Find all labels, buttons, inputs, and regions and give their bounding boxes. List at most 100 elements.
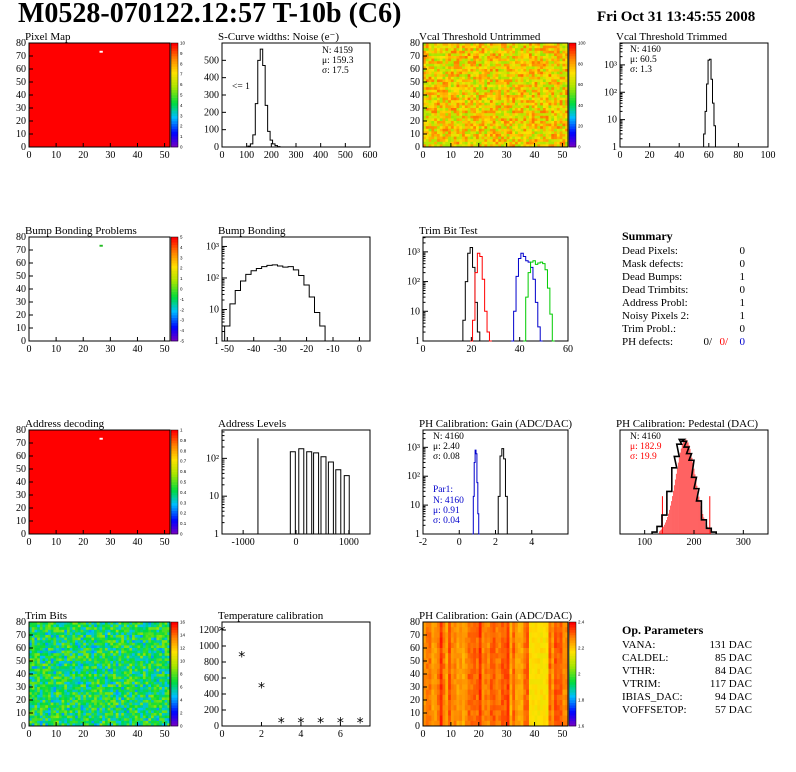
palette-cell	[171, 50, 178, 54]
heatmap-cell	[85, 645, 90, 649]
heatmap-cell	[77, 661, 81, 664]
heatmap-cell	[96, 689, 100, 693]
heatmap-cell	[126, 624, 130, 628]
heatmap-cell	[53, 700, 57, 703]
heatmap-cell	[56, 713, 60, 716]
heatmap-cell	[156, 655, 160, 659]
heatmap-cell	[551, 95, 555, 98]
heatmap-cell	[110, 710, 114, 714]
heatmap-cell	[467, 79, 471, 83]
y-tick-label: 10²	[604, 87, 617, 98]
heatmap-cell	[140, 720, 144, 724]
heatmap-cell	[50, 671, 54, 675]
heatmap-cell	[462, 102, 466, 106]
heatmap-cell	[37, 661, 41, 664]
heatmap-cell	[512, 113, 516, 117]
palette-cell	[171, 270, 178, 274]
heatmap-cell	[113, 661, 117, 664]
heatmap-cell	[464, 134, 469, 137]
heatmap-cell	[58, 637, 62, 641]
heatmap-cell	[467, 61, 471, 65]
heatmap-cell	[501, 56, 505, 59]
palette-cell	[171, 448, 178, 452]
palette-cell	[171, 131, 178, 135]
heatmap-cell	[450, 61, 455, 65]
heatmap-cell	[442, 110, 446, 114]
heatmap-cell	[528, 113, 533, 117]
x-tick-label: 200	[264, 150, 279, 161]
heatmap-cell	[53, 687, 57, 690]
heatmap-cell	[72, 658, 76, 662]
palette-frame	[170, 42, 179, 148]
heatmap-cell	[77, 707, 81, 711]
x-tick-label: 20	[78, 537, 88, 548]
heatmap-cell	[42, 661, 46, 664]
heatmap-cell	[512, 115, 516, 119]
heatmap-cell	[31, 713, 35, 716]
heatmap-cell	[450, 95, 455, 98]
palette-cell	[171, 307, 178, 311]
heatmap-cell	[145, 710, 149, 714]
heatmap-cell	[551, 136, 555, 140]
heatmap-cell	[64, 663, 68, 667]
palette-cell	[569, 76, 576, 80]
heatmap-cell	[456, 63, 460, 67]
palette-label: 2	[180, 266, 183, 271]
heatmap-cell	[470, 134, 474, 137]
heatmap-cell	[520, 97, 524, 101]
palette-cell	[171, 713, 178, 716]
heatmap-cell	[159, 700, 163, 703]
heatmap-cell	[509, 123, 513, 127]
palette-label: 0.9	[180, 438, 187, 443]
heatmap-cell	[537, 115, 541, 119]
heatmap-cell	[540, 53, 544, 57]
heatmap-cell	[423, 141, 427, 145]
heatmap-cell	[151, 632, 155, 636]
heatmap-cell	[115, 655, 119, 659]
heatmap-cell	[94, 715, 98, 719]
heatmap-cell	[512, 95, 516, 98]
palette-cell	[171, 489, 178, 493]
heatmap-cell	[77, 681, 81, 685]
heatmap-cell	[501, 71, 505, 75]
heatmap-cell	[77, 700, 81, 703]
heatmap-cell	[481, 100, 485, 104]
palette-cell	[569, 126, 576, 130]
heatmap-cell	[425, 43, 429, 46]
heatmap-cell	[126, 687, 130, 690]
heatmap-cell	[545, 95, 549, 98]
x-tick-label: 20	[645, 150, 655, 161]
heatmap-cell	[99, 648, 103, 651]
heatmap-cell	[88, 702, 92, 706]
heatmap-cell	[66, 681, 71, 685]
heatmap-cell	[431, 87, 435, 91]
heatmap-cell	[478, 105, 482, 109]
heatmap-cell	[31, 692, 35, 696]
heatmap-cell	[164, 697, 168, 701]
heatmap-cell	[91, 720, 95, 724]
heatmap-cell	[140, 700, 144, 703]
heatmap-cell	[50, 637, 54, 641]
heatmap-cell	[551, 87, 555, 91]
heatmap-cell	[475, 102, 480, 106]
heatmap-cell	[123, 674, 128, 677]
heatmap-cell	[462, 84, 466, 88]
y-tick-label: 0	[21, 142, 26, 153]
heatmap-cell	[459, 100, 463, 104]
heatmap-cell	[434, 87, 438, 91]
palette-cell	[171, 668, 178, 672]
heatmap-cell	[113, 697, 117, 701]
heatmap-cell	[151, 671, 155, 675]
heatmap-cell	[531, 79, 535, 83]
heatmap-cell	[142, 648, 146, 651]
heatmap-cell	[153, 653, 157, 657]
heatmap-cell	[104, 720, 109, 724]
heatmap-cell	[156, 666, 160, 670]
heatmap-cell	[107, 650, 111, 654]
heatmap-cell	[107, 661, 111, 664]
heatmap-cell	[554, 50, 558, 54]
heatmap-cell	[75, 713, 79, 716]
heatmap-cell	[470, 45, 474, 49]
heatmap-cell	[492, 89, 496, 93]
heatmap-cell	[99, 679, 103, 683]
